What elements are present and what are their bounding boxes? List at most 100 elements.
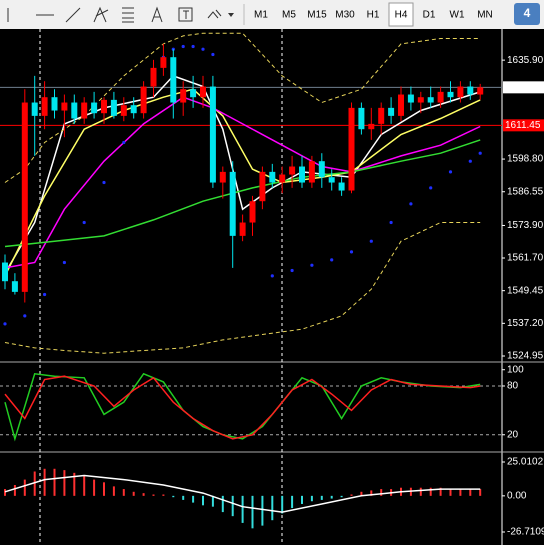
candle-body (368, 123, 375, 130)
timeframe-button[interactable]: W1 (450, 10, 465, 21)
sar-dot (191, 44, 195, 49)
tool-channel[interactable] (93, 6, 109, 23)
candle-body (279, 174, 286, 183)
indicator-line (4, 96, 481, 269)
candle-body (11, 281, 18, 292)
candle-body (61, 102, 68, 111)
sar-dot (369, 239, 373, 243)
y-tick-label: 1573.90 (507, 220, 544, 231)
tool-trendline[interactable] (65, 7, 81, 23)
timeframes: M1 M5 M15 M30 H1 H4 D1 W1 MN (254, 2, 493, 27)
candle-body (200, 86, 206, 98)
badge[interactable]: 4 (524, 6, 531, 20)
y-tick-label: 1598.80 (507, 154, 544, 165)
candle-body (219, 171, 226, 183)
candle-body (249, 201, 256, 223)
y-tick-label: 1635.90 (507, 55, 544, 66)
candle-body (239, 222, 246, 236)
toolbar (0, 0, 544, 29)
candle-body (398, 94, 404, 116)
tool-label-t (183, 10, 189, 19)
candle-body (269, 171, 276, 183)
sar-dot (270, 274, 274, 278)
candle-body (259, 171, 266, 202)
indicator-line (4, 375, 481, 440)
candle-body (437, 91, 444, 103)
timeframe-button[interactable]: M5 (282, 10, 296, 21)
candle-body (160, 57, 167, 68)
candle-body (328, 177, 335, 183)
timeframe-button[interactable]: M30 (335, 10, 355, 21)
timeframe-button[interactable]: MN (477, 10, 493, 21)
candle-body (2, 262, 8, 282)
candle-body (348, 107, 355, 191)
candle-body (467, 86, 474, 95)
candle-body (110, 99, 117, 116)
candle-body (51, 97, 58, 111)
timeframe-button[interactable]: M1 (254, 10, 268, 21)
candle-body (457, 86, 464, 98)
candle-body (388, 107, 395, 116)
candle-body (308, 161, 315, 183)
candle-body (150, 67, 157, 87)
indicator-line (4, 139, 481, 248)
sar-dot (122, 140, 126, 145)
sar-dot (330, 258, 334, 262)
tool-fibo[interactable] (122, 7, 134, 23)
candle-body (447, 91, 454, 98)
sar-dot (429, 186, 433, 190)
indicator-line (4, 75, 481, 274)
y-tick-label: 1537.20 (507, 318, 544, 329)
candle-body (318, 161, 325, 178)
timeframe-button[interactable]: M15 (307, 10, 327, 21)
sar-dot (62, 260, 66, 265)
candle-body (120, 105, 127, 116)
tool-text[interactable] (151, 6, 163, 23)
candle-body (190, 89, 197, 98)
timeframe-button[interactable]: H4 (395, 10, 408, 21)
toolbar-bg (0, 0, 544, 29)
price-label-bg (503, 119, 544, 132)
candle-body (21, 102, 28, 292)
candle-body (81, 102, 88, 119)
candle-body (289, 166, 296, 175)
y-tick-label: 1586.55 (507, 186, 544, 197)
sar-dot (181, 44, 185, 49)
active-timeframe-bg (388, 2, 414, 27)
candle-body (477, 87, 484, 95)
tool-arrows[interactable] (207, 9, 222, 19)
candle-body (427, 97, 434, 103)
plots (0, 32, 502, 529)
timeframe-button[interactable]: D1 (423, 10, 436, 21)
indicator-line (4, 32, 481, 183)
sar-dot (409, 202, 413, 206)
sar-dot (102, 180, 106, 185)
price-label: 1625.70 (505, 82, 542, 93)
candle-body (338, 182, 345, 191)
sar-dot (3, 322, 7, 326)
y-tick-label: 1524.95 (507, 351, 544, 362)
badge-bg[interactable] (514, 3, 540, 25)
y-tick-label: 1549.45 (507, 285, 544, 296)
sar-dot (211, 52, 215, 57)
indicator-line (4, 372, 481, 442)
indicator-line (4, 474, 481, 513)
timeframe-button[interactable]: H1 (367, 10, 380, 21)
candle-body (407, 94, 414, 103)
tool-dropdown[interactable] (228, 13, 234, 17)
candle-body (91, 102, 98, 114)
chart-bg (0, 29, 544, 545)
sar-dot (349, 250, 354, 254)
indicator-line (4, 88, 481, 277)
price-label-bg (503, 81, 544, 94)
candle-body (41, 97, 48, 116)
sar-dot (448, 170, 453, 174)
candle-body (299, 166, 305, 183)
candle-body (71, 102, 78, 119)
tool-label[interactable] (178, 7, 193, 22)
candle-body (140, 86, 147, 114)
candle-body (417, 97, 424, 103)
candle-body (378, 107, 385, 124)
